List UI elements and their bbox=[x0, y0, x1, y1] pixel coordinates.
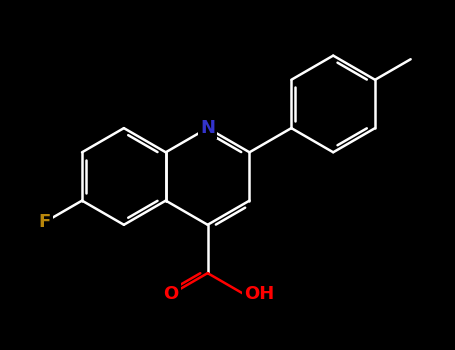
Text: O: O bbox=[163, 285, 178, 303]
Text: OH: OH bbox=[244, 285, 275, 303]
Text: F: F bbox=[38, 214, 51, 231]
Text: N: N bbox=[200, 119, 215, 137]
